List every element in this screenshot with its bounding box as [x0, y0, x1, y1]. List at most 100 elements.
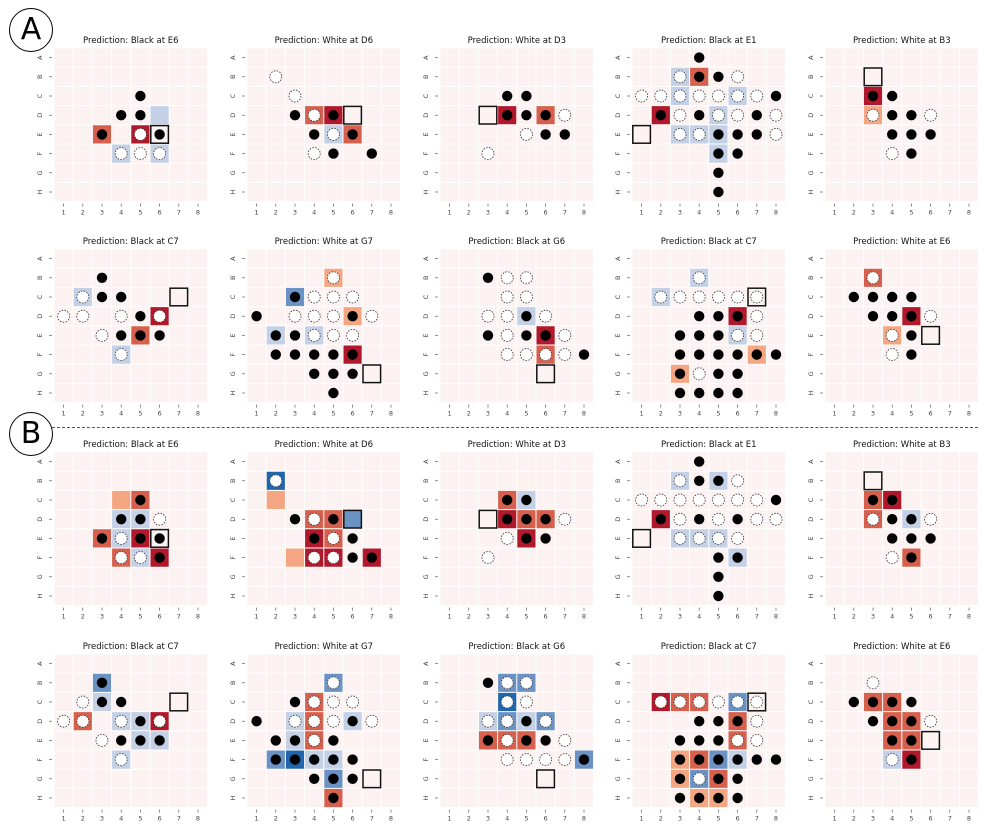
col-tick-label: 4 [890, 209, 894, 217]
col-tick-label: 1 [640, 209, 644, 217]
panel-title: Prediction: Black at C7 [83, 237, 179, 247]
piece-D4-white [307, 512, 321, 526]
piece-C3-black [96, 291, 108, 303]
piece-C2-white [76, 695, 90, 709]
row-tick-label: A [614, 661, 622, 666]
panel-title: Prediction: White at G7 [275, 237, 373, 247]
piece-B4-white [500, 676, 514, 690]
col-tick-label: 3 [678, 613, 682, 621]
col-tick-label: 3 [486, 815, 490, 823]
col-tick-label: 2 [659, 613, 663, 621]
piece-B5-white [520, 676, 533, 690]
target-square-G6 [536, 364, 556, 384]
piece-F7-black [751, 349, 762, 360]
col-tick-label: 7 [755, 815, 759, 823]
piece-D6-black [732, 311, 743, 322]
piece-H6-black [732, 792, 743, 804]
piece-E5-white [712, 532, 725, 545]
piece-F3-black [289, 349, 301, 360]
piece-C3-white [673, 89, 687, 103]
piece-F4-black [309, 754, 320, 765]
piece-C4-white [692, 290, 706, 304]
col-tick-label: 8 [196, 209, 200, 217]
piece-H5-black [713, 186, 724, 198]
piece-D4-black [502, 110, 513, 121]
piece-F4-white [307, 147, 321, 161]
row-tick-label: C [36, 93, 44, 98]
col-tick-label: 5 [524, 613, 528, 621]
col-tick-label: 8 [389, 410, 393, 418]
col-tick-label: 5 [909, 815, 913, 823]
row-tick-label: H [614, 795, 622, 800]
row-tick-label: A [422, 661, 430, 666]
col-tick-label: 4 [312, 815, 316, 823]
col-tick-label: 4 [697, 815, 701, 823]
board-panel-D4: Prediction: Black at C7 A B C D E F G H 1 2 3 4 5 6 7 8 [614, 642, 787, 823]
row-tick-label: B [807, 75, 815, 79]
row-tick-label: H [229, 189, 237, 194]
panel-title: Prediction: White at D3 [468, 440, 566, 450]
target-square-B3 [863, 471, 883, 491]
piece-C2-black [848, 696, 859, 708]
piece-D6-white [924, 108, 937, 122]
row-tick-label: F [614, 151, 622, 155]
piece-C4-white [307, 290, 321, 304]
col-tick-label: 5 [524, 410, 528, 418]
piece-B2-white [269, 70, 283, 84]
piece-D5-black [713, 716, 724, 727]
piece-H5-black [328, 387, 339, 399]
piece-E5-black [713, 129, 724, 140]
piece-E6-black [154, 129, 165, 140]
piece-F5-black [906, 754, 917, 765]
col-tick-label: 2 [852, 613, 856, 621]
piece-D7-white [365, 309, 379, 323]
col-tick-label: 6 [158, 209, 162, 217]
piece-E3-white [673, 532, 687, 545]
piece-C5-black [906, 696, 917, 708]
col-tick-label: 8 [389, 209, 393, 217]
piece-H5-black [328, 792, 339, 804]
piece-D5-white [712, 512, 725, 526]
piece-F4-black [694, 754, 705, 765]
col-tick-label: 5 [138, 209, 142, 217]
piece-F7-black [366, 148, 377, 159]
piece-D3-white [673, 512, 687, 526]
row-tick-label: B [807, 479, 815, 483]
row-tick-label: G [614, 371, 622, 376]
piece-B3-black [96, 272, 108, 283]
col-tick-label: 3 [871, 815, 875, 823]
col-tick-label: 4 [505, 815, 509, 823]
piece-E7-white [750, 734, 764, 747]
panel-title: Prediction: Black at G6 [468, 237, 565, 247]
piece-B3-black [482, 677, 494, 688]
col-tick-label: 8 [774, 209, 778, 217]
piece-D2-white [76, 714, 90, 728]
row-tick-label: A [807, 256, 815, 261]
col-tick-label: 3 [293, 209, 297, 217]
piece-F5-black [906, 148, 917, 159]
row-tick-label: E [422, 536, 430, 540]
piece-E4-white [500, 328, 514, 342]
piece-G5-black [328, 773, 339, 784]
row-tick-label: F [807, 151, 815, 155]
piece-F5-white [133, 551, 147, 564]
row-tick-label: G [807, 574, 815, 579]
row-tick-label: C [422, 294, 430, 299]
piece-D4-white [307, 108, 321, 122]
piece-D6-white [924, 512, 937, 526]
target-square-E1 [632, 528, 652, 548]
piece-D5-white [712, 108, 725, 122]
panel-title: Prediction: White at D6 [275, 440, 373, 450]
piece-C1-white [635, 493, 648, 507]
piece-F8-black [578, 754, 590, 765]
piece-C4-white [307, 695, 321, 709]
row-tick-label: H [807, 593, 815, 598]
piece-E4-white [885, 328, 899, 342]
piece-D4-black [887, 311, 898, 322]
piece-D3-white [481, 309, 495, 323]
piece-D6-white [924, 309, 937, 323]
piece-B5-white [326, 271, 340, 285]
target-square-E6 [921, 325, 941, 345]
col-tick-label: 7 [948, 209, 952, 217]
section-divider [52, 427, 978, 428]
